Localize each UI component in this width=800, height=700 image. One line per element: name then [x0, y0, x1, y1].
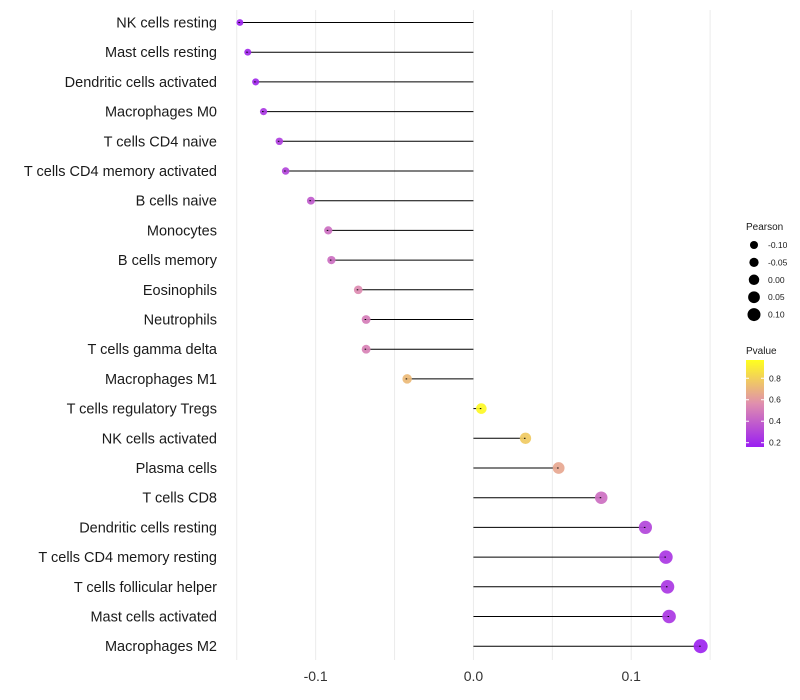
- y-tick-label: Neutrophils: [144, 313, 217, 329]
- legend: Pearson -0.10 -0.05 0.00 0.05 0.10 Pvalue 0.…: [746, 222, 788, 448]
- y-tick-label: Plasma cells: [136, 461, 217, 477]
- size-legend-dot: [748, 274, 760, 286]
- y-tick-label: B cells memory: [118, 253, 218, 269]
- color-legend-label: 0.4: [769, 416, 781, 426]
- color-legend-label: 0.2: [769, 438, 781, 448]
- grid: [236, 10, 711, 660]
- points: [236, 19, 708, 654]
- y-tick-label: T cells CD4 memory resting: [38, 550, 217, 566]
- y-tick-label: B cells naive: [136, 194, 217, 210]
- y-tick-label: T cells follicular helper: [74, 580, 217, 596]
- y-tick-label: Dendritic cells resting: [79, 520, 217, 536]
- x-tick-label: 0.1: [621, 668, 641, 684]
- y-tick-label: T cells CD8: [142, 491, 217, 507]
- y-tick-label: T cells CD4 naive: [104, 134, 217, 150]
- y-tick-label: Eosinophils: [143, 283, 217, 299]
- color-legend-title: Pvalue: [746, 346, 777, 357]
- x-tick-label: 0.0: [464, 668, 484, 684]
- y-tick-label: Macrophages M2: [105, 639, 217, 655]
- y-tick-label: NK cells resting: [116, 16, 217, 32]
- size-legend-dot: [747, 308, 761, 322]
- size-legend-title: Pearson: [746, 222, 783, 233]
- y-tick-label: Macrophages M1: [105, 372, 217, 388]
- y-tick-label: Mast cells activated: [90, 610, 217, 626]
- size-legend-label: -0.10: [768, 240, 788, 250]
- size-legend-label: 0.00: [768, 275, 785, 285]
- y-tick-label: NK cells activated: [102, 431, 217, 447]
- color-legend-label: 0.8: [769, 373, 781, 383]
- color-bar: [746, 360, 764, 447]
- y-tick-label: T cells regulatory Tregs: [67, 402, 217, 418]
- size-legend-dot: [748, 291, 760, 304]
- size-legend-dot: [749, 240, 759, 250]
- y-tick-label: Macrophages M0: [105, 105, 217, 121]
- y-tick-label: T cells gamma delta: [88, 342, 218, 358]
- color-legend-items: 0.2 0.4 0.6 0.8: [746, 373, 781, 448]
- x-tick-label: -0.1: [304, 668, 328, 684]
- stems: [239, 22, 701, 647]
- y-tick-label: Monocytes: [147, 223, 217, 239]
- size-legend-label: -0.05: [768, 257, 788, 267]
- size-legend-label: 0.10: [768, 310, 785, 320]
- y-tick-label: Mast cells resting: [105, 45, 217, 61]
- y-axis-labels: NK cells resting Mast cells resting Dendri…: [24, 16, 218, 656]
- y-tick-label: Dendritic cells activated: [65, 75, 217, 91]
- color-legend-label: 0.6: [769, 395, 781, 405]
- point: [244, 48, 252, 56]
- size-legend-dot: [749, 257, 759, 268]
- size-legend-label: 0.05: [768, 292, 785, 302]
- size-legend-items: -0.10 -0.05 0.00 0.05 0.10: [747, 240, 788, 322]
- x-axis-labels: -0.1 0.0 0.1: [304, 668, 642, 684]
- y-tick-label: T cells CD4 memory activated: [24, 164, 217, 180]
